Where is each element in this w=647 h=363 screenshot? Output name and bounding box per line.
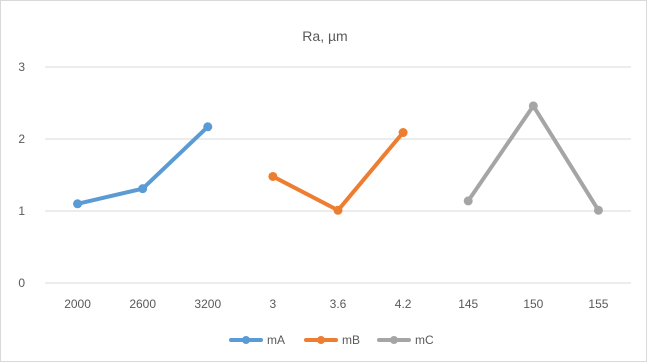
x-tick-label: 3.6 — [330, 297, 347, 311]
series-line — [270, 130, 406, 213]
x-tick-label: 155 — [588, 297, 608, 311]
data-point — [528, 101, 538, 111]
y-axis-ticks: 0 1 2 3 — [18, 60, 25, 290]
data-point — [138, 184, 148, 194]
data-point — [333, 205, 343, 215]
data-point — [73, 199, 83, 209]
data-point — [593, 205, 603, 215]
data-point — [203, 122, 213, 132]
series-lines — [73, 101, 603, 215]
x-tick-label: 150 — [523, 297, 543, 311]
legend-label: mA — [267, 333, 285, 347]
series-mA — [73, 122, 213, 209]
series-mC — [463, 101, 603, 215]
y-tick-label: 3 — [18, 60, 25, 74]
legend-swatch-marker — [390, 336, 398, 344]
gridlines — [45, 66, 631, 284]
x-tick-label: 2000 — [64, 297, 91, 311]
x-tick-label: 3200 — [194, 297, 221, 311]
legend-label: mC — [415, 333, 434, 347]
series-mB — [268, 128, 408, 215]
legend-swatch-marker — [242, 336, 250, 344]
legend-swatch-marker — [317, 336, 325, 344]
legend: mA mB mC — [229, 333, 434, 347]
legend-item-mA: mA — [229, 333, 285, 347]
legend-item-mB: mB — [304, 333, 360, 347]
x-tick-label: 4.2 — [395, 297, 412, 311]
y-tick-label: 1 — [18, 204, 25, 218]
data-point — [463, 196, 473, 206]
legend-label: mB — [342, 333, 360, 347]
data-point — [398, 128, 408, 138]
x-tick-label: 2600 — [129, 297, 156, 311]
legend-item-mC: mC — [377, 333, 434, 347]
x-tick-label: 145 — [458, 297, 478, 311]
y-tick-label: 2 — [18, 132, 25, 146]
y-tick-label: 0 — [18, 276, 25, 290]
chart-title: Ra, µm — [302, 28, 347, 44]
x-axis-ticks: 2000 2600 3200 3 3.6 4.2 145 150 155 — [64, 297, 609, 311]
data-point — [268, 171, 278, 181]
series-line — [466, 103, 601, 213]
x-tick-label: 3 — [270, 297, 277, 311]
